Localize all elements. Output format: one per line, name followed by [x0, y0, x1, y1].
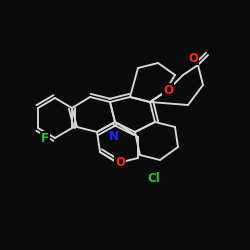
- Text: N: N: [109, 130, 119, 143]
- Text: Cl: Cl: [148, 172, 160, 184]
- Text: O: O: [188, 52, 198, 64]
- Text: O: O: [115, 156, 125, 168]
- Text: F: F: [41, 132, 49, 144]
- Text: O: O: [163, 84, 173, 96]
